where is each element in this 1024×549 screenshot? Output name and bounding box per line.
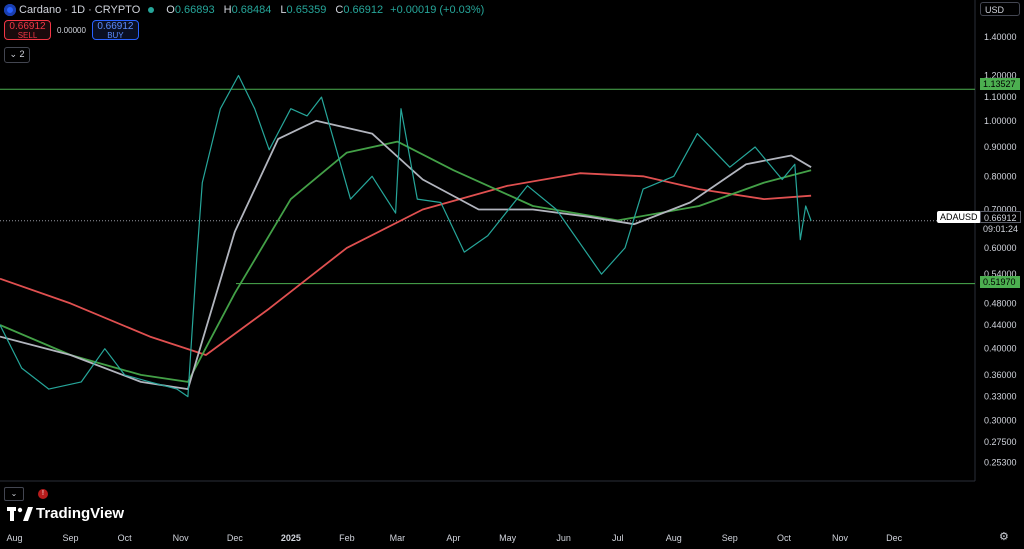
- y-tick-label: 1.10000: [984, 92, 1017, 102]
- y-tick-label: 0.44000: [984, 320, 1017, 330]
- y-tick-label: 0.70000: [984, 205, 1017, 215]
- x-tick-label: Jul: [612, 533, 624, 543]
- y-tick-label: 0.60000: [984, 243, 1017, 253]
- y-tick-label: 0.40000: [984, 344, 1017, 354]
- alert-icon[interactable]: !: [38, 489, 48, 499]
- x-tick-label: Mar: [390, 533, 406, 543]
- y-tick-label: 1.40000: [984, 32, 1017, 42]
- x-tick-label: Sep: [62, 533, 78, 543]
- ma-gray-series-line: [0, 119, 812, 390]
- x-tick-label: Oct: [118, 533, 133, 543]
- x-tick-label: Feb: [339, 533, 355, 543]
- tradingview-logo-icon: [7, 506, 33, 521]
- x-tick-label: Dec: [227, 533, 244, 543]
- spread-value: 0.00000: [57, 25, 86, 35]
- high-value: 0.68484: [231, 4, 272, 16]
- lower-line-label: 0.51970: [980, 276, 1020, 288]
- sell-button[interactable]: 0.66912 SELL: [4, 20, 51, 40]
- brand-name: TradingView: [36, 505, 125, 522]
- market-status-icon: [148, 7, 155, 13]
- open-value: 0.66893: [174, 4, 215, 16]
- y-tick-label: 0.90000: [984, 142, 1017, 152]
- x-tick-label: 2025: [281, 533, 301, 543]
- buy-button[interactable]: 0.66912 BUY: [91, 20, 139, 40]
- y-tick-label: 0.80000: [984, 171, 1017, 181]
- bar-countdown-label: 09:01:24: [983, 224, 1019, 234]
- y-tick-label: 0.27500: [984, 437, 1017, 447]
- symbol-header: Cardano · 1D · CRYPTO O0.66893 H0.68484 …: [4, 2, 484, 18]
- y-tick-label: 1.00000: [984, 116, 1017, 126]
- price-series-line: [0, 74, 812, 398]
- x-tick-label: Apr: [446, 533, 460, 543]
- x-tick-label: Nov: [832, 533, 849, 543]
- trade-panel: 0.66912 SELL 0.00000 0.66912 BUY: [4, 20, 139, 40]
- symbol-price-label: ADAUSD: [937, 211, 981, 223]
- y-tick-label: 0.36000: [984, 370, 1017, 380]
- x-tick-label: Aug: [666, 533, 682, 543]
- y-tick-label: 0.54000: [984, 269, 1017, 279]
- y-tick-label: 1.20000: [984, 70, 1017, 80]
- collapse-panel-button[interactable]: ⌄: [4, 487, 24, 501]
- y-tick-label: 0.33000: [984, 392, 1017, 402]
- ma-green-series-line: [0, 140, 812, 383]
- y-tick-label: 0.48000: [984, 298, 1017, 308]
- indicators-toggle-button[interactable]: ⌄ 2: [4, 47, 30, 63]
- currency-selector[interactable]: USD: [980, 2, 1020, 16]
- low-value: 0.65359: [286, 4, 327, 16]
- ohlc-readout: O0.66893 H0.68484 L0.65359 C0.66912 +0.0…: [166, 4, 485, 16]
- last-price-label: 0.66912: [980, 211, 1021, 223]
- x-tick-label: Dec: [886, 533, 903, 543]
- x-tick-label: Jun: [556, 533, 571, 543]
- x-tick-label: Sep: [722, 533, 738, 543]
- close-value: 0.66912: [343, 4, 384, 16]
- ma-red-series-line: [0, 172, 812, 356]
- y-tick-label: 0.25300: [984, 458, 1017, 468]
- symbol-title[interactable]: Cardano · 1D · CRYPTO: [19, 4, 141, 16]
- x-tick-label: Oct: [777, 533, 792, 543]
- upper-line-label: 1.13527: [980, 78, 1020, 90]
- x-tick-label: May: [499, 533, 517, 543]
- y-tick-label: 0.30000: [984, 415, 1017, 425]
- cardano-logo-icon: [4, 4, 16, 16]
- tradingview-logo: TradingView: [7, 505, 124, 522]
- x-tick-label: Nov: [173, 533, 190, 543]
- x-tick-label: Aug: [6, 533, 22, 543]
- settings-gear-icon[interactable]: ⚙: [999, 531, 1009, 543]
- change-value: +0.00019 (+0.03%): [390, 4, 485, 16]
